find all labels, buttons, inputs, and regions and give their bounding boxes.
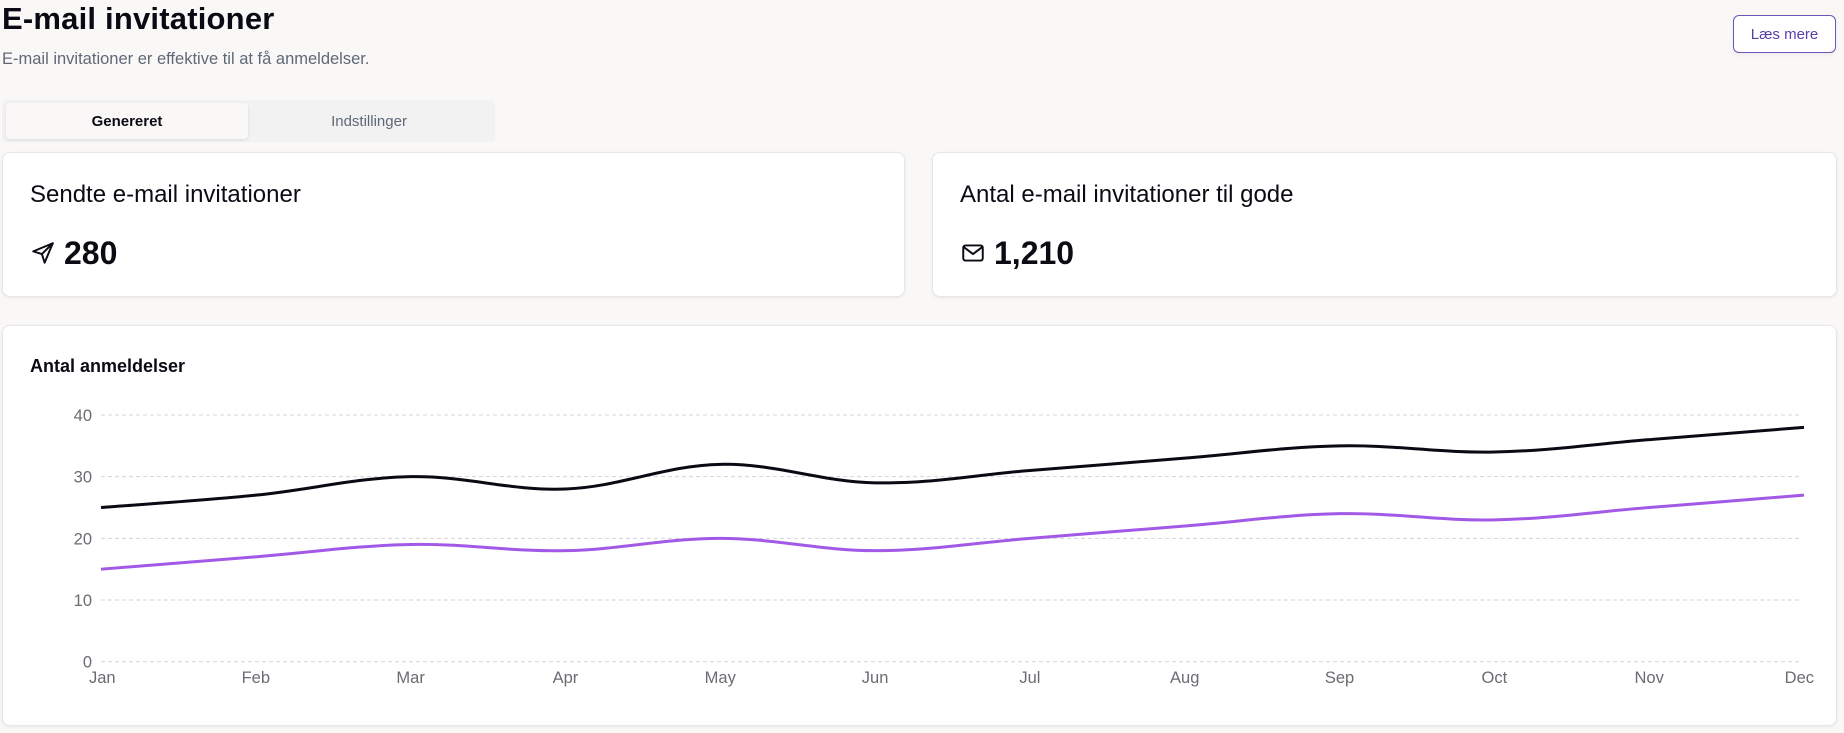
tab-indstillinger[interactable]: Indstillinger bbox=[331, 112, 407, 130]
y-axis-ticks: 0 10 20 30 40 bbox=[74, 407, 92, 672]
stat-title: Antal e-mail invitationer til gode bbox=[960, 181, 1294, 208]
y-tick-label: 40 bbox=[74, 407, 92, 425]
stat-value: 280 bbox=[64, 235, 118, 271]
x-tick-label: Nov bbox=[1635, 669, 1665, 687]
x-tick-label: Dec bbox=[1785, 669, 1814, 687]
stat-value-row: 280 bbox=[30, 235, 117, 271]
x-tick-label: Aug bbox=[1170, 669, 1199, 687]
x-tick-label: Apr bbox=[553, 669, 579, 687]
x-tick-label: Oct bbox=[1482, 669, 1508, 687]
chart-title: Antal anmeldelser bbox=[30, 356, 186, 376]
y-tick-label: 20 bbox=[74, 530, 92, 548]
stat-value-row: 1,210 bbox=[960, 235, 1074, 271]
tab-bar: Genereret Indstillinger bbox=[2, 100, 495, 142]
x-tick-label: Jul bbox=[1019, 669, 1040, 687]
sent-invitations-card: Sendte e-mail invitationer 280 bbox=[2, 152, 905, 297]
x-tick-label: May bbox=[705, 669, 737, 687]
y-tick-label: 10 bbox=[74, 592, 92, 610]
x-tick-label: Jan bbox=[89, 669, 116, 687]
send-icon bbox=[30, 240, 56, 266]
chart-gridlines bbox=[101, 414, 1801, 663]
reviews-chart-card: Antal anmeldelser 0 10 20 30 40 Jan Feb Mar Apr… bbox=[2, 325, 1837, 726]
read-more-button[interactable]: Læs mere bbox=[1733, 15, 1836, 53]
y-tick-label: 30 bbox=[74, 469, 92, 487]
remaining-invitations-card: Antal e-mail invitationer til gode 1,210 bbox=[932, 152, 1837, 297]
x-tick-label: Jun bbox=[862, 669, 889, 687]
page-title: E-mail invitationer bbox=[2, 1, 275, 36]
series-line-1 bbox=[100, 425, 1805, 510]
stat-value: 1,210 bbox=[994, 235, 1075, 271]
chart-series bbox=[100, 425, 1805, 571]
y-tick-label: 0 bbox=[83, 654, 92, 672]
x-tick-label: Sep bbox=[1325, 669, 1354, 687]
page-subtitle: E-mail invitationer er effektive til at … bbox=[2, 50, 370, 68]
mail-icon bbox=[960, 240, 986, 266]
tab-genereret[interactable]: Genereret bbox=[6, 103, 248, 139]
x-tick-label: Mar bbox=[396, 669, 425, 687]
x-tick-label: Feb bbox=[242, 669, 270, 687]
x-axis-ticks: Jan Feb Mar Apr May Jun Jul Aug Sep Oct Nov Dec bbox=[89, 669, 1814, 687]
stat-title: Sendte e-mail invitationer bbox=[30, 181, 301, 208]
series-line-2 bbox=[100, 493, 1805, 571]
